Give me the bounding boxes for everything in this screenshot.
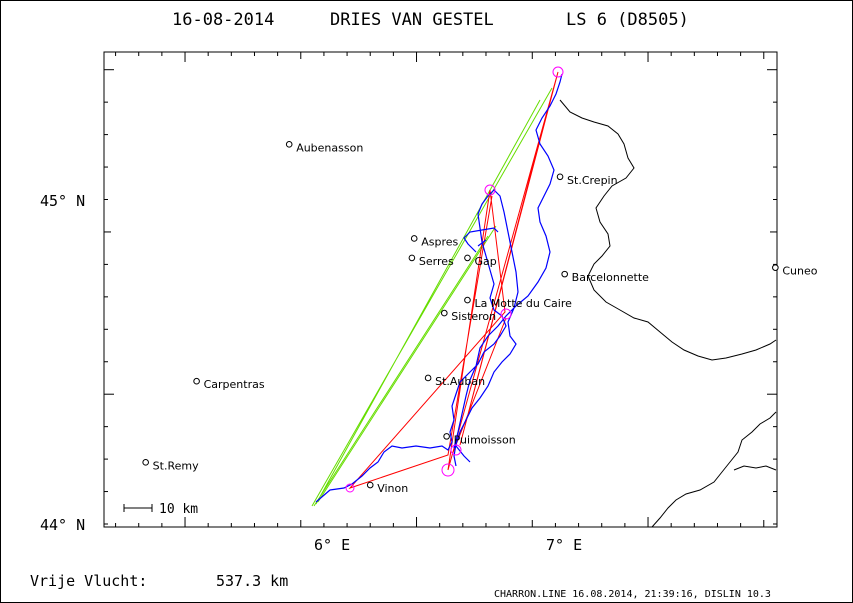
town-marker	[408, 254, 416, 262]
town-marker	[464, 296, 471, 304]
pilot-name: DRIES VAN GESTEL	[330, 10, 494, 30]
town-label: Carpentras	[204, 378, 265, 391]
glider-type: LS 6 (D8505)	[566, 10, 689, 30]
turnpoint-marker	[450, 444, 462, 456]
lat-label-44: 44° N	[40, 516, 85, 534]
town-label: Gap	[474, 255, 496, 268]
town-marker	[142, 459, 149, 466]
town-marker	[464, 254, 471, 262]
axis-ticks	[104, 52, 777, 527]
town-marker	[193, 377, 200, 385]
town-label: Cuneo	[782, 265, 817, 278]
country-border	[559, 99, 777, 361]
town-label: Barcelonnette	[572, 271, 650, 284]
lon-label-7: 7° E	[546, 536, 582, 554]
distance-label: Vrije Vlucht:	[30, 572, 147, 590]
town-label: Aspres	[421, 235, 458, 248]
towns-layer: Aubenasson Aspres Serres Gap La Motte du Cai…	[142, 141, 818, 495]
scale-bar	[123, 504, 153, 512]
scale-bar-label: 10 km	[159, 502, 198, 517]
town-label: St.Crepin	[567, 174, 618, 187]
town-marker	[443, 433, 450, 440]
town-marker	[441, 309, 448, 317]
town-label: St.Auban	[435, 375, 485, 388]
turnpoints	[345, 66, 564, 493]
turnpoint-marker	[441, 463, 455, 477]
coastline-east	[733, 465, 777, 471]
town-label: Aubenasson	[296, 141, 363, 154]
turnpoint-marker	[345, 483, 355, 493]
credit-line: CHARRON.LINE 16.08.2014, 21:39:16, DISLI…	[494, 589, 771, 600]
town-label: Sisteron	[451, 310, 496, 323]
flight-date: 16-08-2014	[172, 10, 274, 30]
town-label: Serres	[419, 255, 454, 268]
distance-value: 537.3 km	[216, 572, 288, 590]
coastline	[651, 411, 777, 528]
task-legs-red	[348, 71, 559, 490]
town-marker	[410, 235, 418, 242]
turnpoint-marker	[500, 308, 512, 320]
town-marker	[556, 173, 564, 181]
turnpoint-marker	[552, 66, 564, 78]
town-marker	[366, 481, 374, 489]
lat-label-45: 45° N	[40, 192, 85, 210]
town-label: Puimoisson	[454, 433, 516, 446]
flight-track	[315, 73, 563, 503]
task-legs-green	[311, 87, 553, 507]
town-marker	[561, 270, 568, 278]
town-label: Vinon	[377, 482, 408, 495]
town-marker	[285, 141, 293, 148]
lon-label-6: 6° E	[314, 536, 350, 554]
plot-border	[103, 51, 778, 528]
turnpoint-marker	[484, 184, 496, 196]
town-label: St.Remy	[153, 459, 199, 472]
town-marker	[424, 374, 432, 382]
town-marker	[772, 264, 779, 271]
town-label: La Motte du Caire	[474, 297, 572, 310]
